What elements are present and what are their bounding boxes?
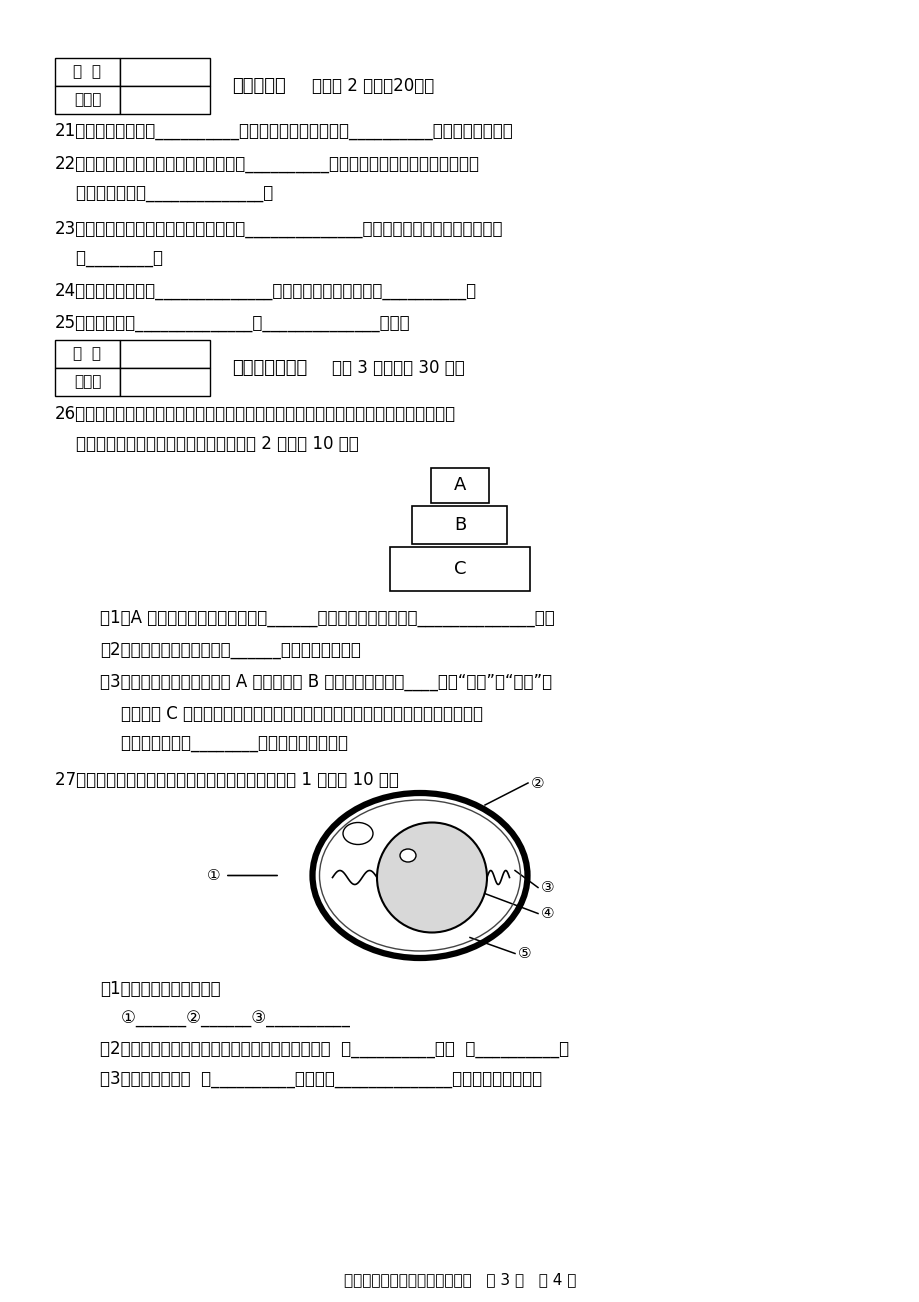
Text: 得  分: 得 分 — [74, 346, 101, 362]
Text: ③: ③ — [540, 880, 554, 894]
Bar — [119, 340, 210, 368]
Text: 21．骨密质多分布在__________和骨骨干端的表面，结构__________坚硬，轻而坚实。: 21．骨密质多分布在__________和骨骨干端的表面，结构_________… — [55, 122, 513, 141]
Bar — [119, 86, 210, 115]
Text: （3）就该食物链来看，如果 A 突然消失则 B 的数量在短期内将____（填“增多”或“减少”）: （3）就该食物链来看，如果 A 突然消失则 B 的数量在短期内将____（填“增… — [100, 673, 551, 691]
Text: 三、识图作答题: 三、识图作答题 — [232, 359, 307, 378]
Bar — [55, 368, 119, 396]
Ellipse shape — [312, 793, 527, 958]
Text: （八 3 小题，八 30 分）: （八 3 小题，八 30 分） — [332, 359, 464, 378]
Text: C: C — [453, 560, 466, 578]
Text: （每空 2 分，八20分）: （每空 2 分，八20分） — [312, 77, 434, 95]
Bar — [390, 547, 529, 591]
Text: （2）该生态系统的生产者是______（填图中代号）。: （2）该生态系统的生产者是______（填图中代号）。 — [100, 641, 360, 659]
Ellipse shape — [343, 823, 372, 845]
Text: 27．下图是鸡卵的结构图，请据图回答问题：（每空 1 分，八 10 分）: 27．下图是鸡卵的结构图，请据图回答问题：（每空 1 分，八 10 分） — [55, 771, 399, 789]
Text: 食物网形成相互________又相互制约的关系。: 食物网形成相互________又相互制约的关系。 — [100, 736, 347, 753]
Text: ①: ① — [206, 868, 220, 883]
Text: （1）写出标号结构名称。: （1）写出标号结构名称。 — [100, 980, 221, 999]
Text: 的示意图。请分析回答下列问题：（每空 2 分，八 10 分）: 的示意图。请分析回答下列问题：（每空 2 分，八 10 分） — [55, 435, 358, 453]
Text: 进而影响 C 的数量。可见，生活在一定自然区域的各种生物之间，通过食物链和: 进而影响 C 的数量。可见，生活在一定自然区域的各种生物之间，通过食物链和 — [100, 704, 482, 723]
Text: 得  分: 得 分 — [74, 65, 101, 79]
Text: 22．研究者对研究对象施加了不同程度的__________，然后再观察研究动物的行为，这: 22．研究者对研究对象施加了不同程度的__________，然后再观察研究动物的… — [55, 155, 480, 173]
Text: 的________。: 的________。 — [55, 250, 163, 268]
Text: 八年级生物期末检测（北师版）   第 3 页   八 4 页: 八年级生物期末检测（北师版） 第 3 页 八 4 页 — [344, 1272, 575, 1286]
Text: 评卷人: 评卷人 — [74, 92, 101, 108]
Bar — [119, 368, 210, 396]
Text: 23．抗生素不仅可以用来防治人类的某些______________，而且可以用来促进家禽和家畜: 23．抗生素不仅可以用来防治人类的某些______________，而且可以用来… — [55, 220, 503, 238]
Ellipse shape — [377, 823, 486, 932]
Text: 种研究方法属于______________。: 种研究方法属于______________。 — [55, 185, 273, 203]
Text: 25．相对性状有______________和______________之分。: 25．相对性状有______________和______________之分。 — [55, 314, 410, 332]
Bar — [412, 506, 507, 544]
Text: 评卷人: 评卷人 — [74, 375, 101, 389]
Text: （1）A 代表的是上述三种生物中的______，它在生态系统中属于______________者。: （1）A 代表的是上述三种生物中的______，它在生态系统中属于_______… — [100, 609, 554, 628]
Text: 26．某草原生态系统中草、兔、鹰三种生物构成一条食物链。下图是这三种生物数量关系: 26．某草原生态系统中草、兔、鹰三种生物构成一条食物链。下图是这三种生物数量关系 — [55, 405, 456, 423]
Text: ②: ② — [530, 776, 544, 790]
Text: ④: ④ — [540, 906, 554, 921]
Text: （3）图中的结构（  ）__________，其内含______________，将来发育成雏鸡。: （3）图中的结构（ ）__________，其内含______________，… — [100, 1070, 541, 1088]
Bar — [119, 59, 210, 86]
Bar — [55, 340, 119, 368]
Bar — [430, 467, 489, 503]
Bar — [55, 59, 119, 86]
Text: 二、填空题: 二、填空题 — [232, 77, 286, 95]
Text: （2）图中能为胚胎发育提供营养和水分的结构是（  ）__________和（  ）__________。: （2）图中能为胚胎发育提供营养和水分的结构是（ ）__________和（ ）_… — [100, 1040, 569, 1059]
Text: A: A — [453, 477, 466, 495]
Bar — [55, 86, 119, 115]
Ellipse shape — [400, 849, 415, 862]
Text: ⑤: ⑤ — [517, 947, 531, 961]
Text: B: B — [453, 516, 466, 534]
Text: ①______②______③__________: ①______②______③__________ — [100, 1010, 349, 1029]
Text: 24．新生命的孕育从______________开始，人类的受精发生在__________。: 24．新生命的孕育从______________开始，人类的受精发生在_____… — [55, 283, 477, 299]
